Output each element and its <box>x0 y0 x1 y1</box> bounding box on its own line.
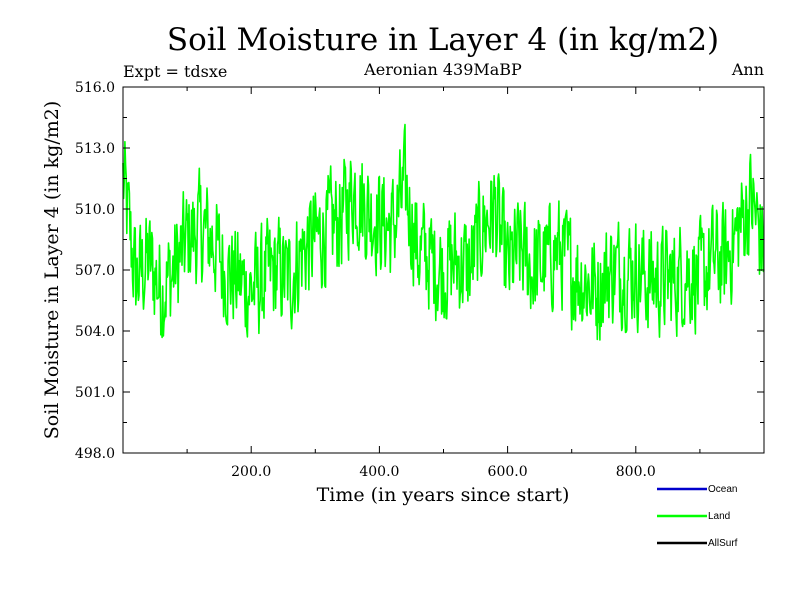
y-tick-label: 510.0 <box>75 202 115 218</box>
x-tick-label: 800.0 <box>616 464 656 480</box>
y-tick-label: 504.0 <box>75 324 115 340</box>
season-label: Ann <box>731 60 764 79</box>
chart-title: Soil Moisture in Layer 4 (in kg/m2) <box>167 22 719 58</box>
y-tick-label: 516.0 <box>75 80 115 96</box>
y-tick-label: 513.0 <box>75 141 115 157</box>
x-axis-label: Time (in years since start) <box>317 484 570 506</box>
y-tick-label: 501.0 <box>75 385 115 401</box>
plot-frame <box>122 86 765 454</box>
x-tick-label: 400.0 <box>359 464 399 480</box>
legend-label-allsurf: AllSurf <box>708 538 738 549</box>
series-layer <box>122 123 765 341</box>
series-line-land <box>122 123 765 341</box>
legend-label-ocean: Ocean <box>708 484 737 495</box>
legend-label-land: Land <box>708 511 730 522</box>
y-tick-label: 507.0 <box>75 263 115 279</box>
x-tick-label: 600.0 <box>488 464 528 480</box>
x-tick-label: 200.0 <box>231 464 271 480</box>
axis-layer: 498.0 501.0 504.0 507.0 510.0 513.0 516.0 200.0… <box>75 80 764 480</box>
legend: Ocean Land AllSurf <box>657 484 738 549</box>
chart-subtitle: Aeronian 439MaBP <box>363 60 522 79</box>
y-axis-label: Soil Moisture in Layer 4 (in kg/m2) <box>41 101 63 440</box>
y-tick-label: 498.0 <box>75 446 115 462</box>
experiment-label: Expt = tdsxe <box>123 62 227 81</box>
